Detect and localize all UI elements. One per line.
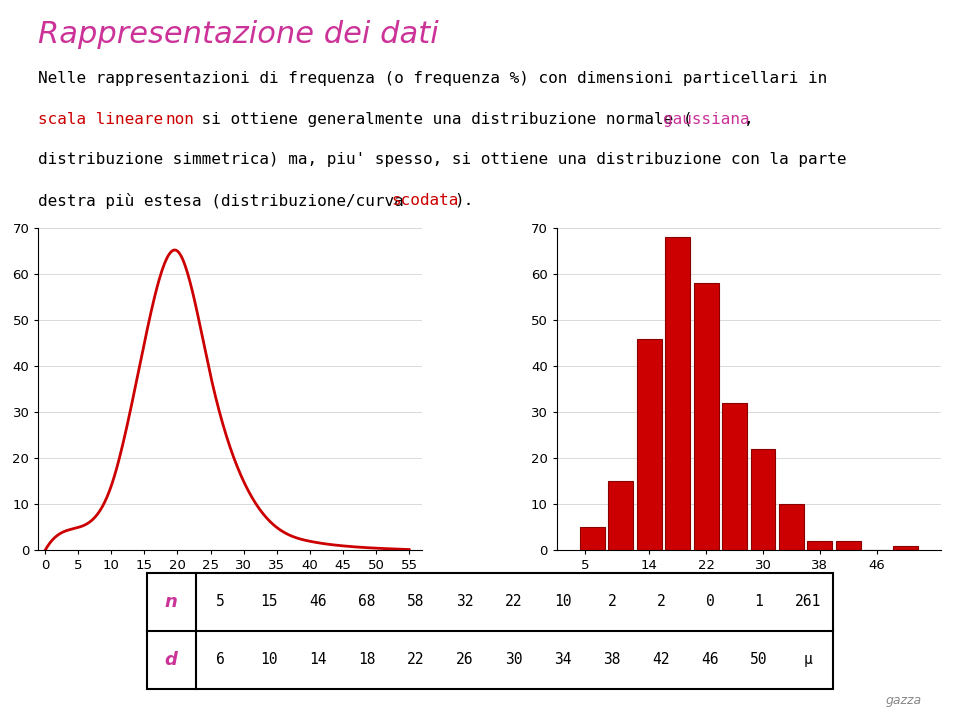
Bar xyxy=(751,449,776,550)
Text: distribuzione simmetrica) ma, piu' spesso, si ottiene una distribuzione con la p: distribuzione simmetrica) ma, piu' spess… xyxy=(38,152,847,167)
Bar xyxy=(580,528,605,550)
Text: 32: 32 xyxy=(456,594,474,609)
Bar xyxy=(893,546,918,550)
Text: scala lineare: scala lineare xyxy=(38,111,173,126)
Bar xyxy=(609,481,634,550)
X-axis label: size (dimensione) μ: size (dimensione) μ xyxy=(674,578,824,593)
Bar xyxy=(665,237,690,550)
Bar xyxy=(779,504,804,550)
Text: 10: 10 xyxy=(554,594,572,609)
Text: 6: 6 xyxy=(216,652,225,667)
Text: gazza: gazza xyxy=(885,694,922,707)
Bar xyxy=(636,338,661,550)
Text: 46: 46 xyxy=(309,594,327,609)
Text: 18: 18 xyxy=(358,652,376,667)
Text: 5: 5 xyxy=(216,594,225,609)
Text: Rappresentazione dei dati: Rappresentazione dei dati xyxy=(38,21,439,49)
Bar xyxy=(836,541,861,550)
Text: 2: 2 xyxy=(657,594,665,609)
Text: n: n xyxy=(165,593,178,610)
Text: 1: 1 xyxy=(755,594,763,609)
Text: 42: 42 xyxy=(652,652,670,667)
Text: destra più estesa (distribuzione/curva: destra più estesa (distribuzione/curva xyxy=(38,193,414,208)
Text: ,: , xyxy=(744,111,754,126)
Text: 34: 34 xyxy=(554,652,572,667)
Text: 26: 26 xyxy=(456,652,474,667)
Text: 10: 10 xyxy=(260,652,277,667)
Text: scodata: scodata xyxy=(392,193,459,208)
Text: 46: 46 xyxy=(702,652,719,667)
Text: 50: 50 xyxy=(751,652,768,667)
Text: ).: ). xyxy=(455,193,474,208)
X-axis label: size (dimensione) μ: size (dimensione) μ xyxy=(156,578,305,593)
Text: 68: 68 xyxy=(358,594,376,609)
Text: 14: 14 xyxy=(309,652,327,667)
Text: gaussiana: gaussiana xyxy=(662,111,750,126)
Bar xyxy=(807,541,832,550)
Text: non: non xyxy=(165,111,194,126)
Text: 38: 38 xyxy=(603,652,621,667)
Bar xyxy=(694,283,719,550)
Text: 15: 15 xyxy=(260,594,277,609)
Text: 58: 58 xyxy=(407,594,425,609)
Text: 22: 22 xyxy=(407,652,425,667)
Text: μ: μ xyxy=(804,652,812,667)
Text: 2: 2 xyxy=(608,594,616,609)
Text: Nelle rappresentazioni di frequenza (o frequenza %) con dimensioni particellari : Nelle rappresentazioni di frequenza (o f… xyxy=(38,71,828,86)
Text: si ottiene generalmente una distribuzione normale (: si ottiene generalmente una distribuzion… xyxy=(192,111,693,126)
Text: 30: 30 xyxy=(505,652,523,667)
Text: d: d xyxy=(165,650,178,668)
Text: 261: 261 xyxy=(795,594,821,609)
Bar xyxy=(722,403,747,550)
Text: 22: 22 xyxy=(505,594,523,609)
Text: 0: 0 xyxy=(706,594,714,609)
